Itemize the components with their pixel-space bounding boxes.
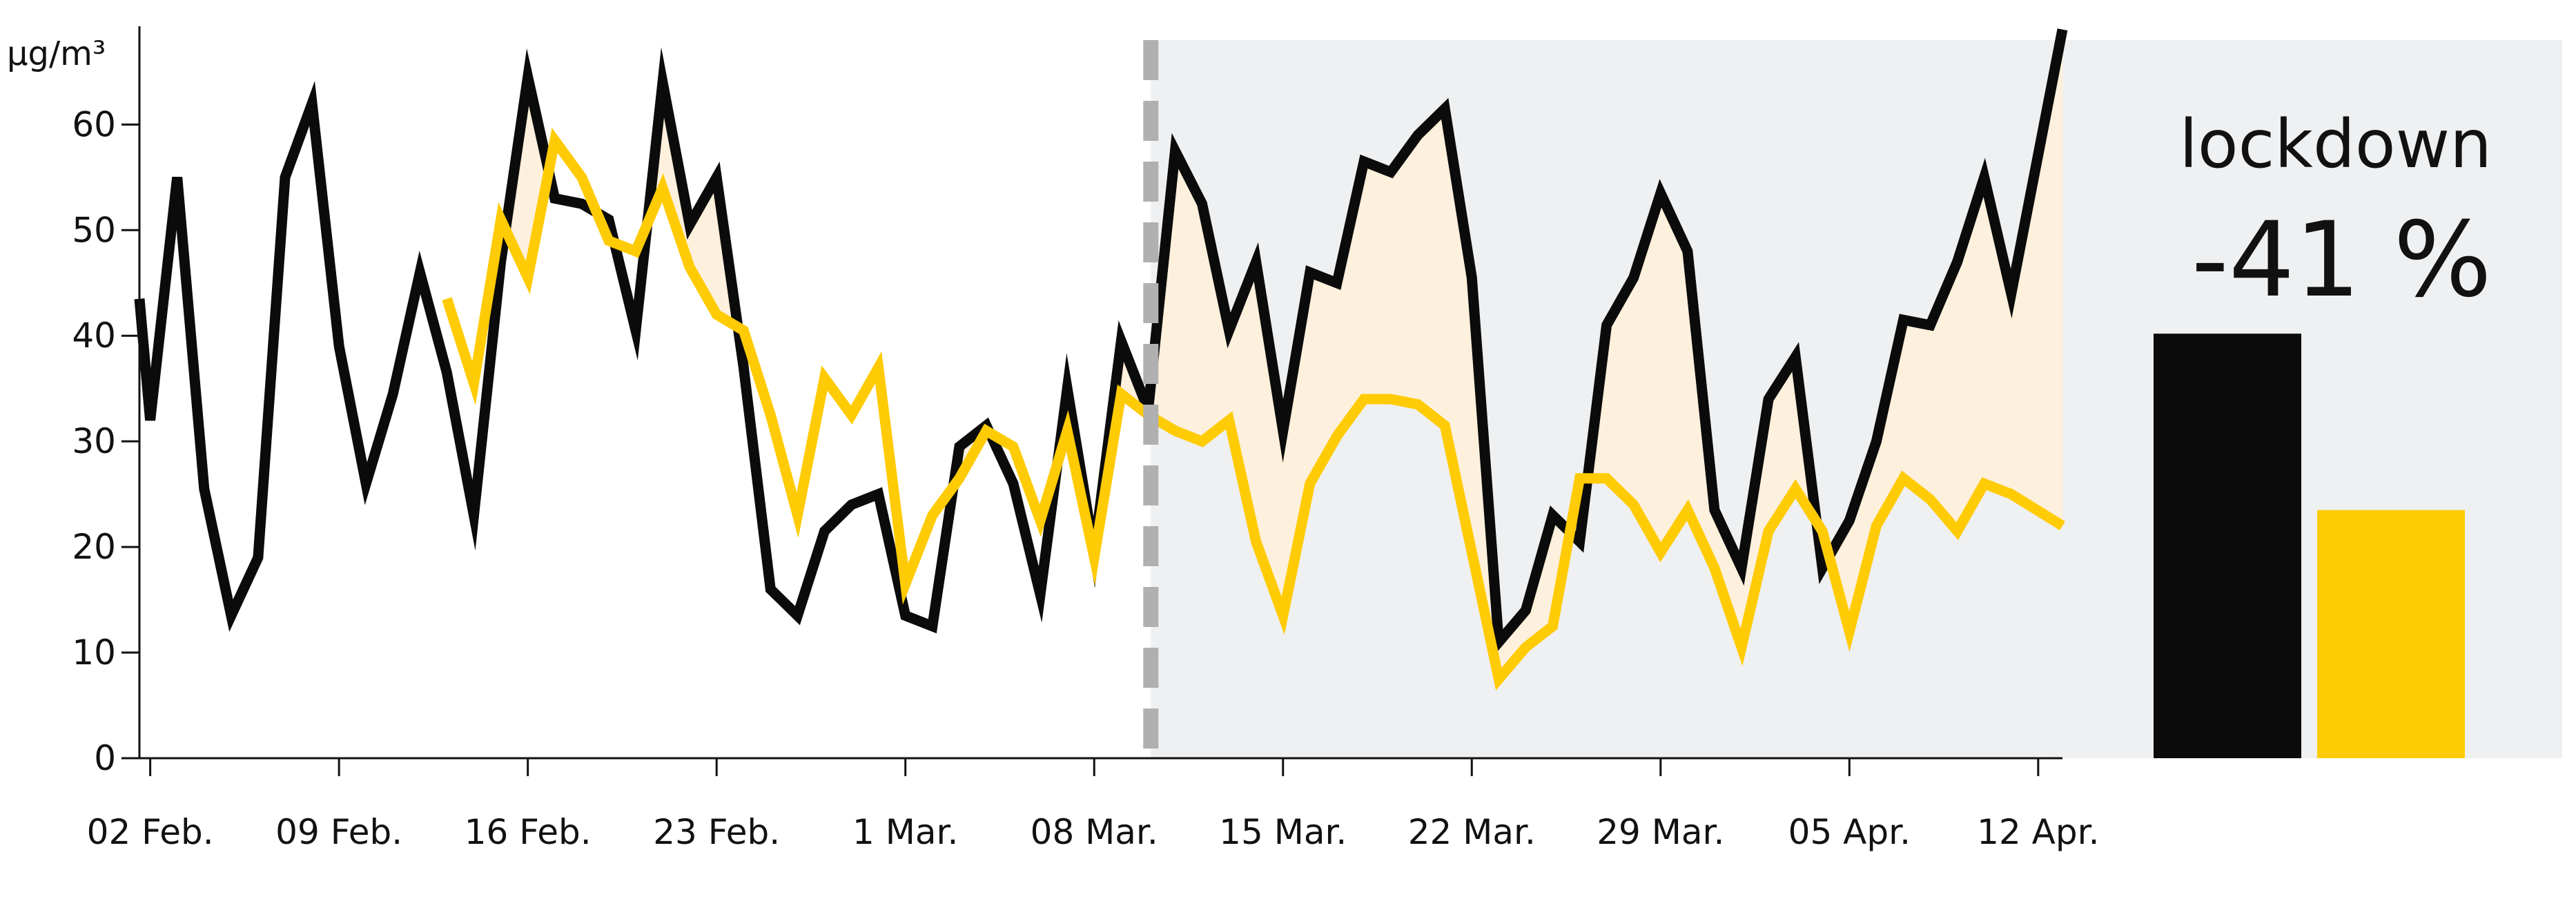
y-tick-label: 0	[94, 738, 116, 778]
x-tick-label: 08 Mar.	[1031, 812, 1158, 852]
difference-fill-segment	[1417, 108, 1445, 427]
axes: 0 10 20 30 40 50 60 02 Feb. 09 Feb. 16 Feb. 23 Feb…	[72, 26, 2099, 852]
lockdown-change-value: -41 %	[2192, 200, 2492, 320]
x-tick-label: 12 Apr.	[1977, 812, 2099, 852]
series-line-2	[442, 128, 2065, 691]
series-lines	[134, 28, 2068, 691]
y-tick-label: 30	[72, 421, 116, 461]
difference-fill-segment	[1390, 134, 1418, 405]
y-tick-label: 50	[72, 210, 116, 250]
x-tick-label: 05 Apr.	[1788, 812, 1911, 852]
summary-bar-2	[2317, 510, 2465, 758]
x-tick-label: 22 Mar.	[1408, 812, 1536, 852]
x-tick-label: 29 Mar.	[1597, 812, 1724, 852]
y-tick-label: 40	[72, 316, 116, 356]
y-tick-label: 20	[72, 527, 116, 567]
x-tick-label: 1 Mar.	[852, 812, 958, 852]
summary-bars	[2154, 334, 2465, 758]
y-tick-label: 10	[72, 633, 116, 673]
x-tick-label: 02 Feb.	[87, 812, 214, 852]
summary-bar-1	[2154, 334, 2301, 758]
difference-fill-segment	[1363, 161, 1392, 400]
lockdown-annotation-title: lockdown	[2179, 106, 2492, 183]
x-tick-label: 23 Feb.	[653, 812, 780, 852]
difference-fill-segment	[1902, 319, 1931, 501]
x-tick-label: 15 Mar.	[1219, 812, 1347, 852]
y-axis-unit-label: µg/m³	[7, 35, 106, 73]
y-tick-label: 60	[72, 104, 116, 144]
x-tick-label: 09 Feb.	[275, 812, 402, 852]
x-tick-label: 16 Feb.	[465, 812, 592, 852]
